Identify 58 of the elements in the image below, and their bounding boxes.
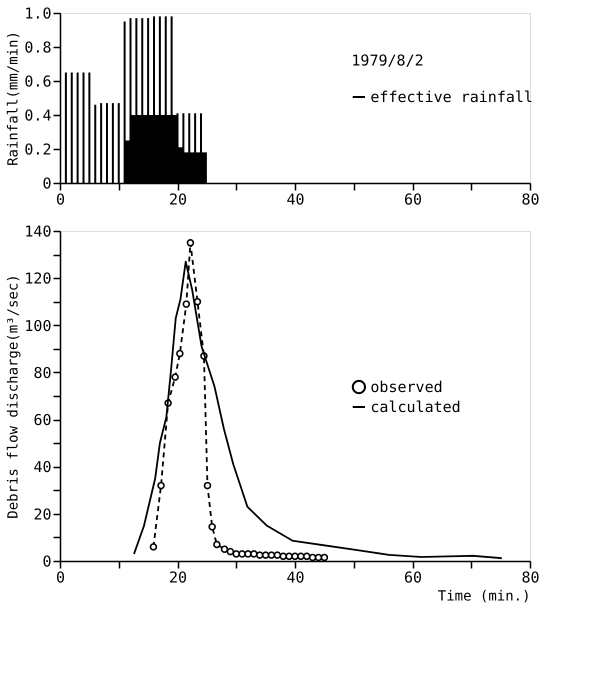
point xyxy=(194,298,202,306)
y-tick-label: 0.2 xyxy=(24,140,52,158)
x-tick-label: 80 xyxy=(521,568,540,586)
point xyxy=(232,550,240,558)
point xyxy=(220,545,228,553)
point xyxy=(308,554,316,562)
point xyxy=(262,551,270,559)
point xyxy=(208,523,216,531)
y-tick-label: 0.4 xyxy=(24,106,52,124)
point xyxy=(157,482,165,490)
y-tick-label: 40 xyxy=(33,458,52,476)
x-tick-label: 20 xyxy=(168,568,188,586)
point xyxy=(226,548,234,556)
y-axis-title: Rainfall(mm/min) xyxy=(5,31,22,166)
y-axis-title: Debris flow discharge(m³/sec) xyxy=(5,274,22,519)
point xyxy=(268,551,276,559)
point xyxy=(320,554,328,562)
point xyxy=(182,300,190,308)
annotation: 1979/8/2 xyxy=(351,52,424,70)
y-tick-label: 120 xyxy=(24,270,52,288)
point xyxy=(244,550,252,558)
y-tick-label: 0.6 xyxy=(24,72,52,90)
x-tick-label: 60 xyxy=(404,568,422,586)
x-tick-label: 40 xyxy=(286,568,305,586)
point xyxy=(238,550,246,558)
y-tick-label: 0.8 xyxy=(24,38,52,56)
point xyxy=(302,552,311,560)
y-tick-label: 80 xyxy=(33,364,52,382)
x-tick-label: 20 xyxy=(168,190,188,208)
x-tick-label: 0 xyxy=(56,190,66,208)
x-tick-label: 80 xyxy=(521,190,540,208)
point xyxy=(291,552,299,560)
point xyxy=(279,552,288,560)
legend-label: effective rainfall xyxy=(370,88,533,106)
x-axis-title: Time (min.) xyxy=(438,588,530,604)
y-tick-label: 60 xyxy=(33,411,52,430)
x-tick-label: 0 xyxy=(56,568,66,586)
y-tick-label: 0 xyxy=(42,552,52,570)
x-tick-label: 40 xyxy=(286,190,305,208)
y-tick-label: 100 xyxy=(24,316,52,335)
legend-label: observed xyxy=(370,378,443,396)
y-tick-label: 140 xyxy=(24,222,52,240)
legend-label: calculated xyxy=(370,398,461,416)
point xyxy=(176,350,184,358)
y-tick-label: 20 xyxy=(33,505,52,524)
point xyxy=(285,552,293,560)
point xyxy=(150,543,158,551)
point xyxy=(213,540,221,548)
point xyxy=(204,482,212,490)
point xyxy=(171,373,179,381)
point xyxy=(250,550,258,558)
point xyxy=(297,552,305,560)
point xyxy=(186,239,194,247)
y-tick-label: 0 xyxy=(42,174,52,192)
point xyxy=(256,551,264,559)
x-tick-label: 60 xyxy=(404,190,422,208)
y-tick-label: 1.0 xyxy=(24,4,52,22)
point xyxy=(274,551,282,559)
